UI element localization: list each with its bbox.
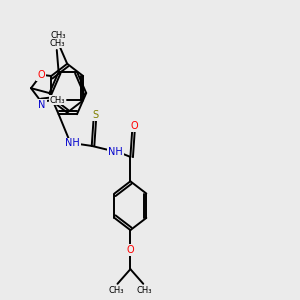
Text: N: N (38, 100, 46, 110)
Text: NH: NH (65, 139, 80, 148)
Text: O: O (130, 122, 138, 131)
Text: O: O (37, 70, 45, 80)
Text: CH₃: CH₃ (50, 96, 65, 105)
Text: S: S (92, 110, 98, 120)
Text: CH₃: CH₃ (49, 38, 64, 47)
Text: CH₃: CH₃ (109, 286, 124, 295)
Text: CH₃: CH₃ (50, 31, 66, 40)
Text: CH₃: CH₃ (136, 286, 152, 295)
Text: NH: NH (108, 147, 123, 157)
Text: O: O (127, 244, 134, 255)
